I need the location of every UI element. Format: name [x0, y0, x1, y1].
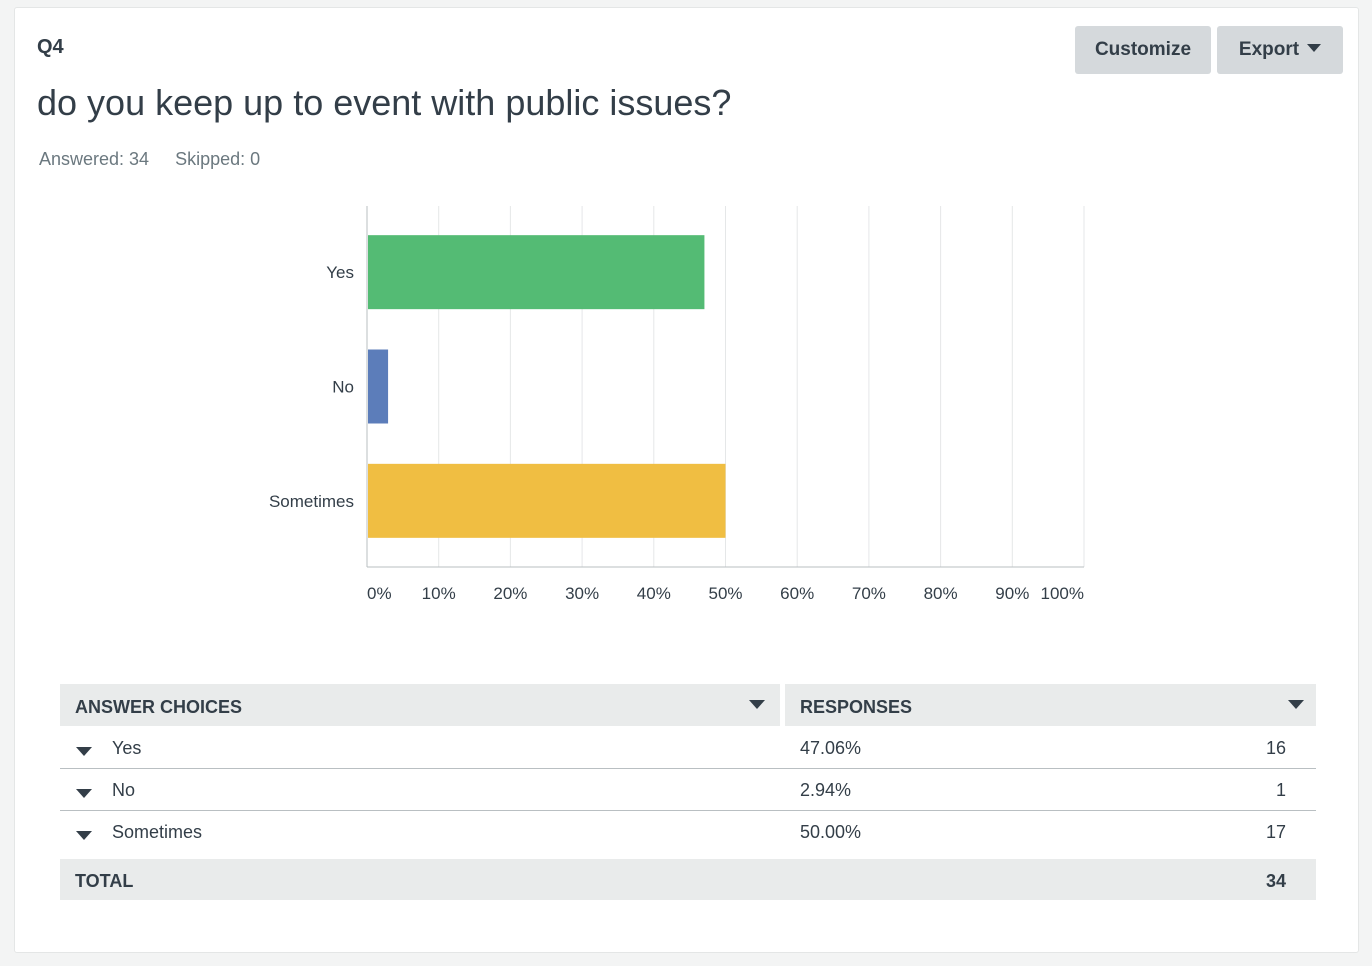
- caret-down-icon: [1307, 44, 1322, 52]
- skipped-count: Skipped: 0: [175, 149, 261, 169]
- responses-header-label: RESPONSES: [800, 697, 913, 717]
- answer-choice: Sometimes: [112, 822, 203, 842]
- response-percent: 47.06%: [800, 738, 862, 758]
- answer-choices-header[interactable]: ANSWER CHOICES: [60, 684, 780, 726]
- bar: [368, 463, 726, 538]
- x-tick-label: 70%: [852, 584, 886, 603]
- x-tick-label: 30%: [565, 584, 599, 603]
- customize-button[interactable]: Customize: [1075, 26, 1211, 74]
- question-number: Q4: [37, 36, 64, 58]
- expand-caret-icon[interactable]: [76, 831, 92, 840]
- x-tick-label: 0%: [367, 584, 392, 603]
- bar-chart: 0% 10% 20% 30% 40% 50% 60% 70% 80% 90% 100% Yes No So…: [269, 206, 1085, 603]
- response-percent: 50.00%: [800, 822, 862, 842]
- answered-count: Answered: 34: [39, 149, 150, 169]
- answer-choices-header-label: ANSWER CHOICES: [75, 697, 243, 717]
- expand-caret-icon[interactable]: [76, 747, 92, 756]
- total-label: TOTAL: [75, 871, 134, 891]
- sort-caret-icon[interactable]: [1288, 700, 1304, 709]
- category-label: No: [332, 378, 354, 397]
- answer-choice: No: [112, 780, 136, 800]
- response-percent: 2.94%: [800, 780, 852, 800]
- customize-button-label: Customize: [1094, 39, 1192, 60]
- x-tick-label: 40%: [637, 584, 671, 603]
- category-label: Sometimes: [269, 492, 354, 511]
- response-count: 1: [1275, 780, 1286, 800]
- bar: [368, 235, 705, 310]
- total-row: TOTAL 34: [60, 859, 1316, 900]
- response-stats: Answered: 34 Skipped: 0: [39, 149, 260, 170]
- response-count: 16: [1265, 738, 1286, 758]
- question-card: Q4 do you keep up to event with public i…: [14, 7, 1359, 953]
- export-button-label: Export: [1238, 39, 1300, 60]
- table-row: Yes 47.06% 16: [60, 726, 1316, 769]
- category-label: Yes: [326, 263, 354, 282]
- bar: [368, 349, 389, 424]
- question-title: do you keep up to event with public issu…: [37, 82, 732, 123]
- table-row: Sometimes 50.00% 17: [60, 810, 1316, 852]
- answer-choice: Yes: [112, 738, 142, 758]
- x-tick-label: 20%: [493, 584, 527, 603]
- table-header: ANSWER CHOICES RESPONSES: [60, 684, 1316, 726]
- x-tick-label: 80%: [924, 584, 958, 603]
- sort-caret-icon[interactable]: [749, 700, 765, 709]
- export-button[interactable]: Export: [1217, 26, 1343, 74]
- x-tick-label: 100%: [1041, 584, 1084, 603]
- table-row: No 2.94% 1: [60, 768, 1316, 811]
- response-count: 17: [1265, 822, 1286, 842]
- expand-caret-icon[interactable]: [76, 789, 92, 798]
- responses-header[interactable]: RESPONSES: [785, 684, 1316, 726]
- x-tick-label: 10%: [422, 584, 456, 603]
- x-tick-label: 90%: [995, 584, 1029, 603]
- x-tick-label: 60%: [780, 584, 814, 603]
- total-count: 34: [1265, 871, 1286, 891]
- x-tick-label: 50%: [708, 584, 742, 603]
